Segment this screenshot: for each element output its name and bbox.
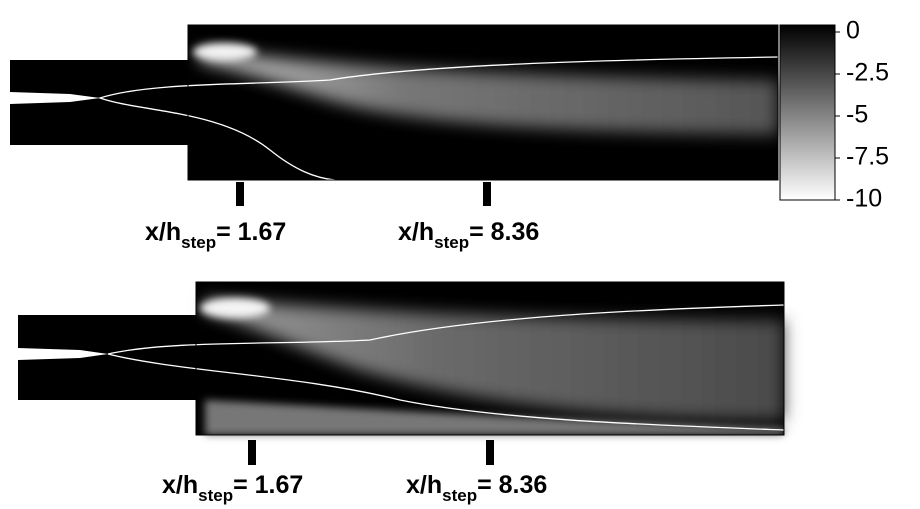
label-main: x/h	[145, 218, 181, 246]
label-subscript: step	[198, 486, 233, 505]
station-marker	[248, 440, 256, 465]
station-marker	[486, 440, 494, 465]
station-label: x/hstep= 8.36	[406, 471, 547, 505]
station-marker	[236, 182, 244, 206]
frame	[195, 281, 785, 436]
hot-spot	[193, 43, 257, 61]
bottom-panel	[18, 281, 785, 436]
colorbar-tick-label: 0	[846, 17, 860, 45]
colorbar-tick-label: -10	[846, 185, 882, 213]
top-panel	[10, 24, 779, 181]
label-value: = 8.36	[477, 471, 547, 499]
hot-spot	[200, 298, 270, 318]
colorbar-tick-label: -5	[846, 101, 868, 129]
label-subscript: step	[434, 233, 469, 252]
label-subscript: step	[181, 233, 216, 252]
wall-layer	[205, 400, 784, 435]
label-value: = 1.67	[233, 471, 303, 499]
station-label: x/hstep= 1.67	[145, 218, 286, 252]
label-main: x/h	[406, 471, 442, 499]
frame	[187, 24, 779, 181]
station-label: x/hstep= 1.67	[162, 471, 303, 505]
inlet-jet	[10, 92, 100, 104]
station-marker	[483, 182, 491, 206]
colorbar-tick-label: -2.5	[846, 59, 889, 87]
plume	[205, 300, 784, 420]
contour-line	[97, 56, 779, 181]
label-subscript: step	[442, 486, 477, 505]
plume	[200, 50, 778, 135]
label-value: = 8.36	[469, 218, 539, 246]
label-value: = 1.67	[216, 218, 286, 246]
station-label: x/hstep= 8.36	[398, 218, 539, 252]
colorbar	[779, 24, 836, 201]
label-main: x/h	[398, 218, 434, 246]
inlet-jet	[18, 348, 108, 360]
contour-line	[107, 304, 785, 431]
label-main: x/h	[162, 471, 198, 499]
colorbar-tick-label: -7.5	[846, 143, 889, 171]
